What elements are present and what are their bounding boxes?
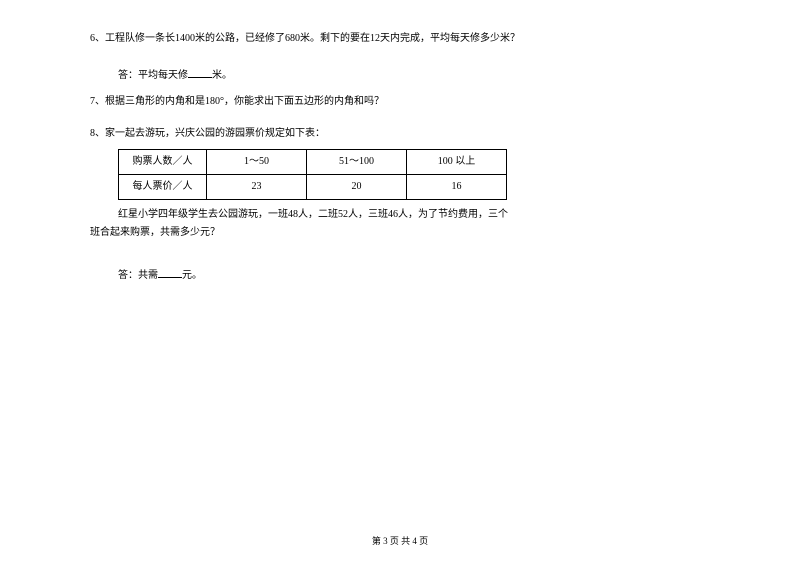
blank-6 [188, 66, 212, 78]
question-8-text: 8、家一起去游玩，兴庆公园的游园票价规定如下表： [90, 125, 710, 143]
page-footer: 第 3 页 共 4 页 [0, 534, 800, 547]
question-8-answer: 答：共需 元。 [118, 266, 710, 285]
question-8-desc1: 红星小学四年级学生去公园游玩，一班48人，二班52人，三班46人，为了节约费用，… [90, 206, 710, 224]
answer-6-suffix: 米。 [212, 70, 232, 81]
question-6-answer: 答：平均每天修 米。 [118, 66, 710, 85]
table-cell: 购票人数／人 [119, 150, 207, 175]
table-cell: 23 [207, 175, 307, 200]
table-cell: 1～50 [207, 150, 307, 175]
price-table: 购票人数／人 1～50 51～100 100 以上 每人票价／人 23 20 1… [118, 149, 507, 200]
blank-8 [158, 266, 182, 278]
answer-6-prefix: 答：平均每天修 [118, 70, 188, 81]
answer-8-prefix: 答：共需 [118, 270, 158, 281]
answer-8-suffix: 元。 [182, 270, 202, 281]
table-cell: 51～100 [307, 150, 407, 175]
question-7: 7、根据三角形的内角和是180°，你能求出下面五边形的内角和吗？ [90, 93, 710, 111]
price-table-container: 购票人数／人 1～50 51～100 100 以上 每人票价／人 23 20 1… [118, 149, 710, 200]
question-8: 8、家一起去游玩，兴庆公园的游园票价规定如下表： 购票人数／人 1～50 51～… [90, 125, 710, 285]
table-row: 购票人数／人 1～50 51～100 100 以上 [119, 150, 507, 175]
question-6-text: 6、工程队修一条长1400米的公路，已经修了680米。剩下的要在12天内完成，平… [90, 30, 710, 48]
question-8-desc2: 班合起来购票，共需多少元？ [90, 224, 710, 242]
table-cell: 20 [307, 175, 407, 200]
question-7-text: 7、根据三角形的内角和是180°，你能求出下面五边形的内角和吗？ [90, 93, 710, 111]
question-6: 6、工程队修一条长1400米的公路，已经修了680米。剩下的要在12天内完成，平… [90, 30, 710, 85]
table-cell: 16 [407, 175, 507, 200]
table-row: 每人票价／人 23 20 16 [119, 175, 507, 200]
table-cell: 每人票价／人 [119, 175, 207, 200]
table-cell: 100 以上 [407, 150, 507, 175]
